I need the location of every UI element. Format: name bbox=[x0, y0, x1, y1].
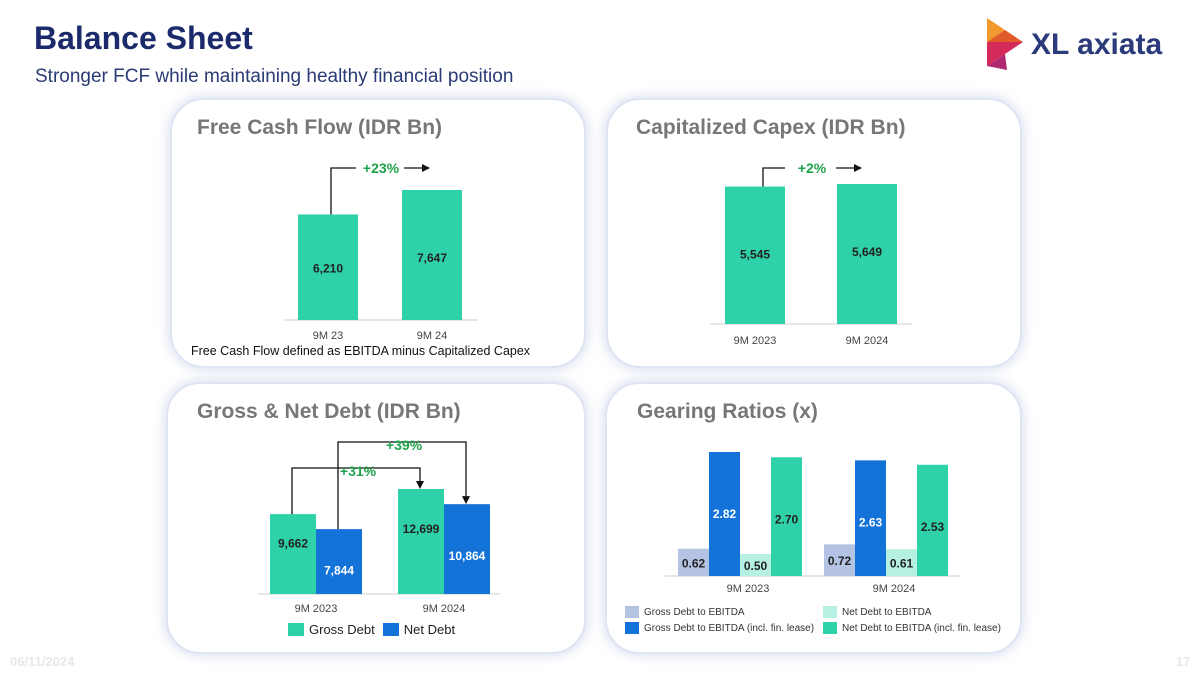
fcf-category-label: 9M 24 bbox=[417, 330, 448, 342]
capex-title: Capitalized Capex (IDR Bn) bbox=[636, 116, 906, 139]
fcf-chart: 6,210 9M 23 7,647 9M 24 +23% bbox=[284, 160, 478, 342]
gearing-value-label: 0.72 bbox=[828, 554, 852, 568]
fcf-category-label: 9M 23 bbox=[313, 330, 344, 342]
capex-value-label: 5,545 bbox=[740, 248, 770, 262]
legend-gross-debt: Gross Debt bbox=[288, 622, 375, 637]
debt-value-label: 10,864 bbox=[449, 549, 486, 563]
capex-category-label: 9M 2023 bbox=[734, 335, 777, 347]
fcf-growth-arrowhead bbox=[422, 164, 430, 172]
legend-swatch-gross-ebitda bbox=[625, 606, 639, 618]
fcf-growth-connector bbox=[330, 167, 356, 215]
capex-bar bbox=[837, 184, 897, 324]
gearing-bar bbox=[709, 452, 740, 576]
capex-growth-arrowhead bbox=[854, 164, 862, 172]
fcf-bar bbox=[298, 214, 358, 320]
gearing-value-label: 2.53 bbox=[921, 520, 945, 534]
gearing-category-label: 9M 2024 bbox=[873, 583, 916, 595]
gearing-category-label: 9M 2023 bbox=[727, 583, 770, 595]
capex-value-label: 5,649 bbox=[852, 245, 882, 259]
capex-growth-connector bbox=[762, 167, 785, 187]
capex-chart: 5,545 9M 2023 5,649 9M 2024 +2% bbox=[710, 160, 912, 347]
fcf-panel: Free Cash Flow (IDR Bn) 6,210 9M 23 7,647 9… bbox=[170, 98, 586, 368]
fcf-value-label: 7,647 bbox=[417, 251, 447, 265]
page-number: 17 bbox=[1176, 654, 1191, 669]
legend-label-gross-ebitda: Gross Debt to EBITDA bbox=[644, 606, 745, 618]
legend-label-gross-ebitda-lease: Gross Debt to EBITDA (incl. fin. lease) bbox=[644, 622, 815, 634]
capex-bar bbox=[725, 186, 785, 324]
capex-category-label: 9M 2024 bbox=[846, 335, 889, 347]
legend-label-net-debt: Net Debt bbox=[403, 622, 456, 637]
legend-net-debt: Net Debt bbox=[382, 622, 456, 637]
legend-label-net-ebitda-lease: Net Debt to EBITDA (incl. fin. lease) bbox=[842, 622, 1001, 634]
debt-value-label: 9,662 bbox=[278, 537, 308, 551]
logo-text: XL axiata bbox=[1031, 28, 1163, 61]
gearing-bar bbox=[917, 464, 948, 576]
gearing-bar bbox=[678, 548, 709, 576]
xl-logo-mark-icon bbox=[987, 18, 1023, 70]
fcf-value-label: 6,210 bbox=[313, 261, 343, 275]
gearing-bar bbox=[886, 549, 917, 576]
debt-net-growth-label: +39% bbox=[386, 437, 423, 453]
legend-net-ebitda-lease: Net Debt to EBITDA (incl. fin. lease) bbox=[823, 622, 1001, 634]
debt-category-label: 9M 2024 bbox=[423, 603, 466, 615]
fcf-bar bbox=[402, 190, 462, 320]
page-title: Balance Sheet bbox=[34, 20, 253, 56]
legend-swatch-net-ebitda-lease bbox=[823, 622, 837, 634]
legend-net-ebitda: Net Debt to EBITDA bbox=[823, 606, 931, 618]
gearing-title: Gearing Ratios (x) bbox=[637, 400, 818, 423]
gearing-chart: 0.62 0.72 2.82 2.63 0.50 0.61 2.70 2.53 9M 2023 9… bbox=[665, 452, 961, 595]
legend-gross-ebitda: Gross Debt to EBITDA bbox=[625, 606, 745, 618]
legend-label-gross-debt: Gross Debt bbox=[309, 622, 375, 637]
footer-date: 06/11/2024 bbox=[10, 654, 75, 669]
debt-bar bbox=[398, 489, 444, 594]
gearing-bar bbox=[824, 544, 855, 576]
legend-swatch-net-debt bbox=[382, 623, 399, 636]
debt-net-growth-arrowhead bbox=[462, 496, 470, 505]
debt-net-growth-connector bbox=[337, 441, 467, 530]
page-subtitle: Stronger FCF while maintaining healthy f… bbox=[35, 66, 514, 87]
gearing-bar bbox=[740, 554, 771, 576]
xl-axiata-logo: XL axiata bbox=[985, 18, 1185, 70]
gearing-value-label: 0.50 bbox=[744, 559, 768, 573]
capex-growth-label: +2% bbox=[798, 160, 827, 176]
gearing-value-label: 2.63 bbox=[859, 515, 883, 529]
fcf-growth-label: +23% bbox=[363, 160, 400, 176]
legend-swatch-gross-ebitda-lease bbox=[625, 622, 639, 634]
fcf-note: Free Cash Flow defined as EBITDA minus C… bbox=[191, 344, 531, 358]
legend-swatch-gross-debt bbox=[288, 623, 304, 636]
legend-label-net-ebitda: Net Debt to EBITDA bbox=[842, 606, 932, 618]
gearing-value-label: 0.61 bbox=[890, 557, 914, 571]
debt-gross-growth-connector bbox=[291, 467, 421, 515]
debt-bar bbox=[444, 504, 490, 594]
gearing-value-label: 2.82 bbox=[713, 507, 737, 521]
debt-legend: Gross Debt Net Debt bbox=[288, 622, 463, 637]
debt-bar bbox=[316, 529, 362, 594]
debt-gross-growth-arrowhead bbox=[416, 481, 424, 489]
fcf-title: Free Cash Flow (IDR Bn) bbox=[197, 116, 443, 139]
debt-panel: Gross & Net Debt (IDR Bn) 9,662 12,699 7,8… bbox=[166, 382, 586, 654]
debt-value-label: 12,699 bbox=[403, 522, 440, 536]
capex-panel: Capitalized Capex (IDR Bn) 5,545 9M 2023 5… bbox=[606, 98, 1022, 368]
legend-swatch-net-ebitda bbox=[823, 606, 837, 618]
gearing-bar bbox=[855, 460, 886, 576]
debt-chart: 9,662 12,699 7,844 10,864 9M 2023 9M 2024 +31%… bbox=[258, 437, 500, 615]
debt-value-label: 7,844 bbox=[324, 563, 354, 577]
gearing-value-label: 2.70 bbox=[775, 512, 799, 526]
debt-category-label: 9M 2023 bbox=[295, 603, 338, 615]
debt-gross-growth-label: +31% bbox=[340, 463, 377, 479]
debt-title: Gross & Net Debt (IDR Bn) bbox=[197, 400, 461, 423]
debt-bar bbox=[270, 514, 316, 594]
gearing-bar bbox=[771, 457, 802, 576]
gearing-panel: Gearing Ratios (x) 0.62 0.72 2.82 2.63 0.50 0… bbox=[605, 382, 1022, 654]
legend-gross-ebitda-lease: Gross Debt to EBITDA (incl. fin. lease) bbox=[625, 622, 814, 634]
gearing-value-label: 0.62 bbox=[682, 556, 706, 570]
